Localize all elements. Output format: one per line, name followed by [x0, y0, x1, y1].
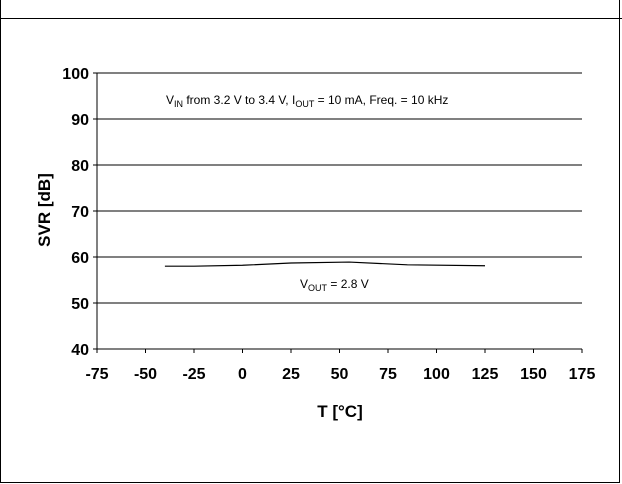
y-tick-labels: 40 50 60 70 80 90 100: [62, 66, 89, 359]
x-tick-label: 75: [379, 366, 397, 383]
x-tick-label: -25: [182, 366, 205, 383]
x-tick-label: 25: [282, 366, 300, 383]
series-line-0: [164, 261, 486, 267]
y-axis-title: SVR [dB]: [35, 173, 54, 247]
conditions-annotation: VIN from 3.2 V to 3.4 V, IOUT = 10 mA, F…: [166, 93, 448, 109]
grid-lines: [97, 72, 582, 304]
y-tick-label: 90: [71, 112, 89, 129]
series-group: [164, 261, 486, 267]
series-annotation: VOUT = 2.8 V: [300, 277, 369, 293]
y-tick-label: 100: [62, 66, 89, 83]
x-tick-label: -75: [85, 366, 108, 383]
y-tick-label: 80: [71, 158, 89, 175]
x-tick-label: 0: [238, 366, 247, 383]
top-border-line: [0, 18, 622, 19]
x-tick-label: 175: [569, 366, 596, 383]
axes: [93, 72, 583, 353]
x-tick-labels: -75 -50 -25 0 25 50 75 100 125 150 175: [85, 366, 595, 383]
x-tick-label: 50: [331, 366, 349, 383]
y-tick-label: 50: [71, 296, 89, 313]
x-tick-label: -50: [134, 366, 157, 383]
y-tick-label: 60: [71, 250, 89, 267]
x-tick-label: 150: [520, 366, 547, 383]
y-tick-label: 70: [71, 204, 89, 221]
x-tick-label: 125: [472, 366, 499, 383]
y-tick-label: 40: [71, 342, 89, 359]
x-axis-title: T [°C]: [317, 402, 363, 421]
x-tick-label: 100: [423, 366, 450, 383]
